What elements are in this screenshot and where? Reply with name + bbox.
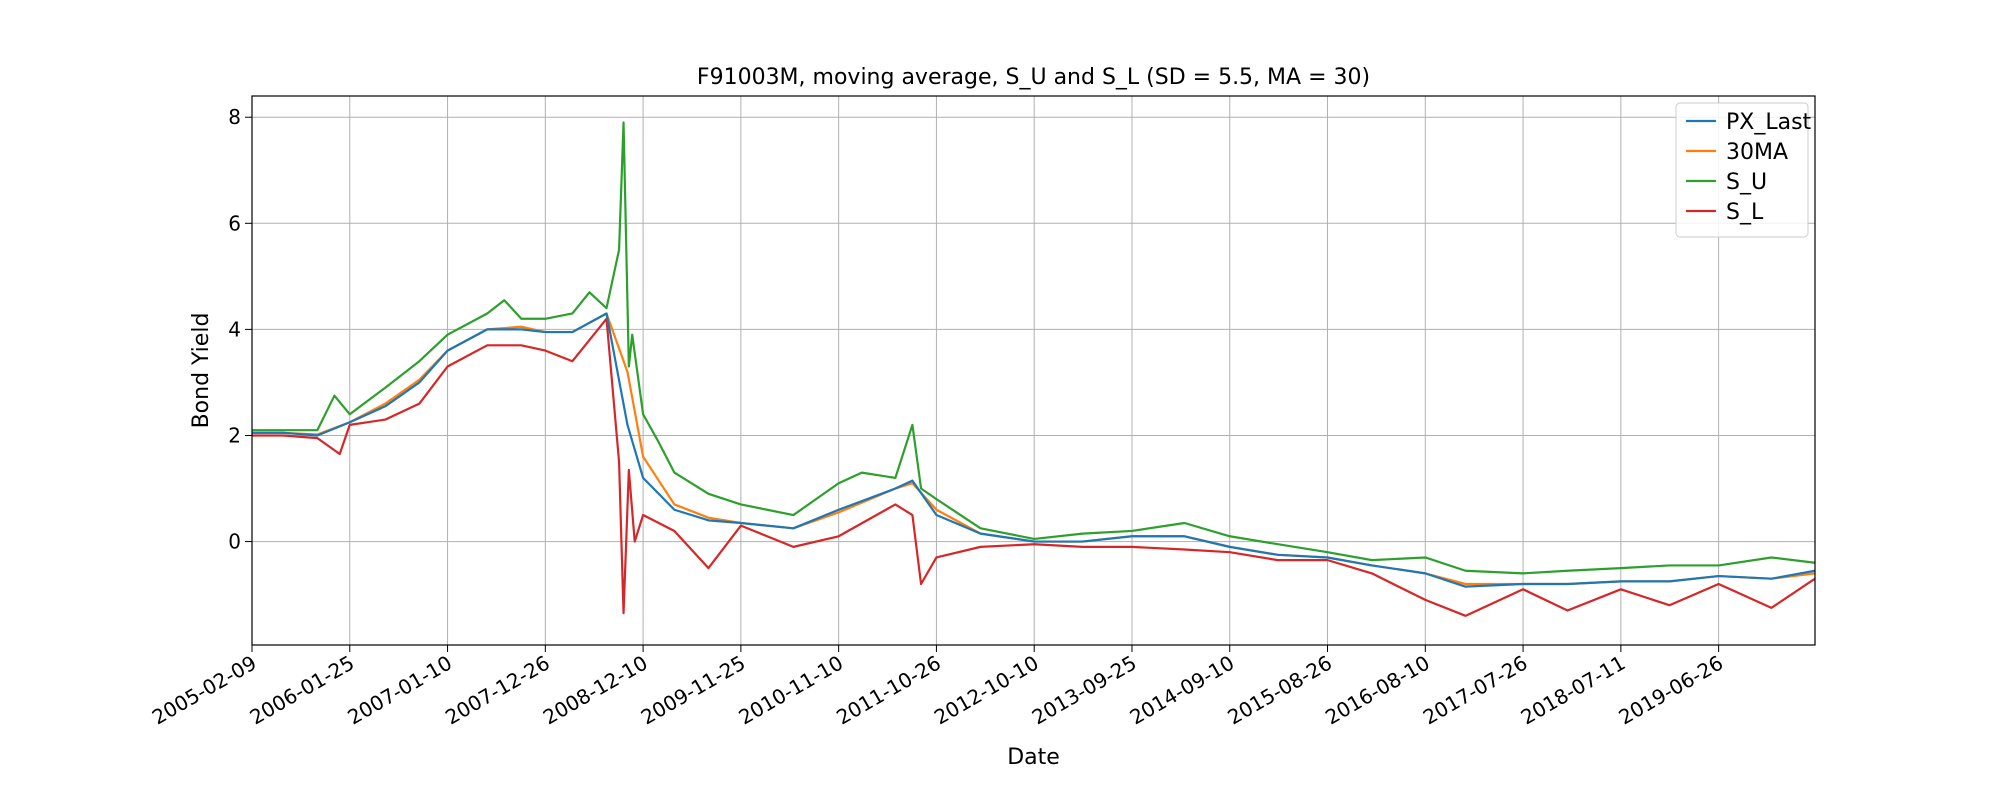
legend-label-px-last: PX_Last xyxy=(1726,110,1812,135)
legend-label-30ma: 30MA xyxy=(1726,140,1788,165)
legend-label-s-u: S_U xyxy=(1726,170,1767,195)
series-line-px-last xyxy=(252,312,1815,588)
legend-box xyxy=(1675,102,1809,238)
chart-title: F91003M, moving average, S_U and S_L (SD… xyxy=(697,65,1370,90)
plot-area-frame xyxy=(251,95,1816,646)
y-axis-title: Bond Yield xyxy=(189,313,214,429)
y-tick-label: 0 xyxy=(228,530,241,554)
y-tick-label: 4 xyxy=(228,317,241,341)
series-lines xyxy=(252,121,1815,617)
legend: PX_Last 30MA S_U S_L xyxy=(1675,102,1812,238)
y-tick-label: 2 xyxy=(228,423,241,447)
series-line-s-l xyxy=(252,317,1815,617)
series-line-s-u xyxy=(252,121,1815,575)
x-axis-title: Date xyxy=(1007,745,1060,770)
legend-label-s-l: S_L xyxy=(1726,200,1764,225)
grid-lines xyxy=(251,96,1815,645)
y-tick-label: 8 xyxy=(228,105,241,129)
y-tick-label: 6 xyxy=(228,211,241,235)
